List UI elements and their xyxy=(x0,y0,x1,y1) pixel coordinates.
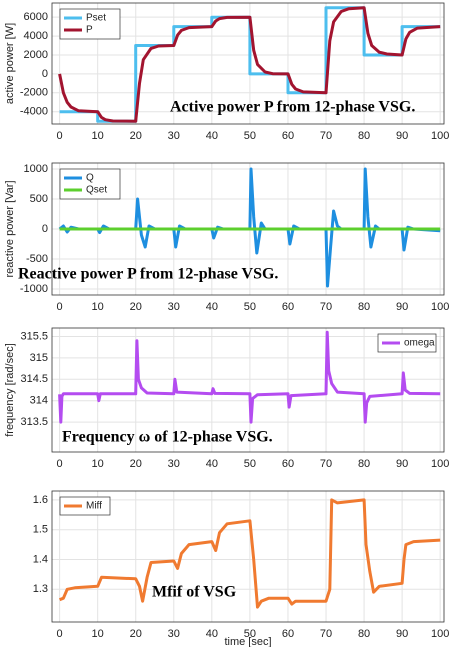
x-tick-label: 50 xyxy=(244,301,256,313)
legend-label: Pset xyxy=(86,13,106,24)
x-tick-label: 20 xyxy=(130,458,142,470)
y-tick-label: 500 xyxy=(30,193,48,205)
x-tick-label: 50 xyxy=(244,628,256,640)
y-tick-label: -1000 xyxy=(20,283,48,295)
y-tick-label: 1.4 xyxy=(33,553,48,565)
axes-frame xyxy=(51,490,445,623)
x-tick-label: 30 xyxy=(168,130,180,142)
y-axis-label: reactive power [Var] xyxy=(4,180,16,277)
x-tick-label: 40 xyxy=(206,458,218,470)
y-tick-label: 314.5 xyxy=(20,373,48,385)
x-tick-label: 40 xyxy=(206,628,218,640)
x-tick-label: 0 xyxy=(57,628,63,640)
x-tick-label: 20 xyxy=(130,130,142,142)
x-tick-label: 100 xyxy=(431,130,449,142)
x-tick-label: 30 xyxy=(168,628,180,640)
y-tick-label: 0 xyxy=(42,223,48,235)
legend-box xyxy=(59,496,111,516)
x-tick-label: 60 xyxy=(282,458,294,470)
x-tick-label: 50 xyxy=(244,130,256,142)
x-tick-label: 60 xyxy=(282,628,294,640)
x-tick-label: 60 xyxy=(282,301,294,313)
subplot: 0 10 20 30 40 50 60 70 80 90 100 -4000 -2000 0 2000 400… xyxy=(4,2,449,142)
x-tick-label: 70 xyxy=(320,301,332,313)
annotation: Active power P from 12-phase VSG. xyxy=(170,99,415,116)
data-line xyxy=(58,330,441,424)
x-tick-label: 0 xyxy=(57,458,63,470)
x-tick-label: 70 xyxy=(320,458,332,470)
subplot: 0 10 20 30 40 50 60 70 80 90 100 313.5 314 314.5 315 31… xyxy=(4,327,449,470)
x-tick-label: 90 xyxy=(396,458,408,470)
x-tick-label: 0 xyxy=(57,130,63,142)
data-line xyxy=(59,498,441,609)
x-tick-label: 90 xyxy=(396,301,408,313)
x-tick-label: 70 xyxy=(320,130,332,142)
x-tick-label: 50 xyxy=(244,458,256,470)
y-tick-label: 314 xyxy=(30,395,48,407)
x-tick-label: 10 xyxy=(92,130,104,142)
x-tick-label: 40 xyxy=(206,130,218,142)
y-tick-label: 315.5 xyxy=(20,330,48,342)
x-tick-label: 10 xyxy=(92,628,104,640)
y-tick-label: 4000 xyxy=(24,30,48,42)
x-tick-label: 20 xyxy=(130,301,142,313)
legend-box xyxy=(377,333,437,353)
legend-box xyxy=(59,168,121,200)
y-tick-label: 1.3 xyxy=(33,583,48,595)
y-tick-label: 1.6 xyxy=(33,494,48,506)
x-axis-label: time [sec] xyxy=(224,636,271,647)
legend-label: P xyxy=(86,25,93,36)
x-tick-label: 10 xyxy=(92,301,104,313)
legend-label: Q xyxy=(86,173,94,184)
x-tick-label: 20 xyxy=(130,628,142,640)
legend-box xyxy=(59,8,121,40)
x-tick-label: 0 xyxy=(57,301,63,313)
axes-frame xyxy=(51,2,445,125)
legend-label: Miff xyxy=(86,501,102,512)
y-tick-label: 0 xyxy=(42,68,48,80)
x-tick-label: 70 xyxy=(320,628,332,640)
legend-label: Qset xyxy=(86,185,107,196)
annotation: Mfif of VSG xyxy=(152,584,237,601)
y-tick-label: 6000 xyxy=(24,11,48,23)
x-tick-label: 80 xyxy=(358,130,370,142)
x-tick-label: 80 xyxy=(358,628,370,640)
annotation: Reactive power P from 12-phase VSG. xyxy=(18,266,278,283)
x-tick-label: 60 xyxy=(282,130,294,142)
data-line xyxy=(58,6,441,123)
subplot: 0 10 20 30 40 50 60 70 80 90 100 1.3 1.4 1.5 1.6 time [… xyxy=(33,490,449,647)
y-tick-label: 313.5 xyxy=(20,416,48,428)
axes-frame xyxy=(51,327,445,453)
x-tick-label: 100 xyxy=(431,301,449,313)
y-axis-label: active power [W] xyxy=(4,23,16,104)
x-tick-label: 90 xyxy=(396,130,408,142)
y-tick-label: -500 xyxy=(26,253,48,265)
x-tick-label: 30 xyxy=(168,301,180,313)
y-tick-label: 1000 xyxy=(24,163,48,175)
x-tick-label: 10 xyxy=(92,458,104,470)
y-tick-label: -4000 xyxy=(20,106,48,118)
x-tick-label: 90 xyxy=(396,628,408,640)
plot-area xyxy=(52,491,444,622)
legend-label: omega xyxy=(404,338,435,349)
x-tick-label: 40 xyxy=(206,301,218,313)
y-axis-label: frequency [rad/sec] xyxy=(4,343,16,437)
x-tick-label: 100 xyxy=(431,628,449,640)
y-tick-label: 1.5 xyxy=(33,524,48,536)
y-tick-label: 2000 xyxy=(24,49,48,61)
y-tick-label: -2000 xyxy=(20,87,48,99)
y-tick-label: 315 xyxy=(30,352,48,364)
axes-frame xyxy=(51,162,445,296)
subplot: 0 10 20 30 40 50 60 70 80 90 100 -1000 -500 0 500 1000 r… xyxy=(4,162,449,313)
x-tick-label: 80 xyxy=(358,458,370,470)
x-tick-label: 80 xyxy=(358,301,370,313)
x-tick-label: 100 xyxy=(431,458,449,470)
x-tick-label: 30 xyxy=(168,458,180,470)
annotation: Frequency ω of 12-phase VSG. xyxy=(62,429,273,446)
